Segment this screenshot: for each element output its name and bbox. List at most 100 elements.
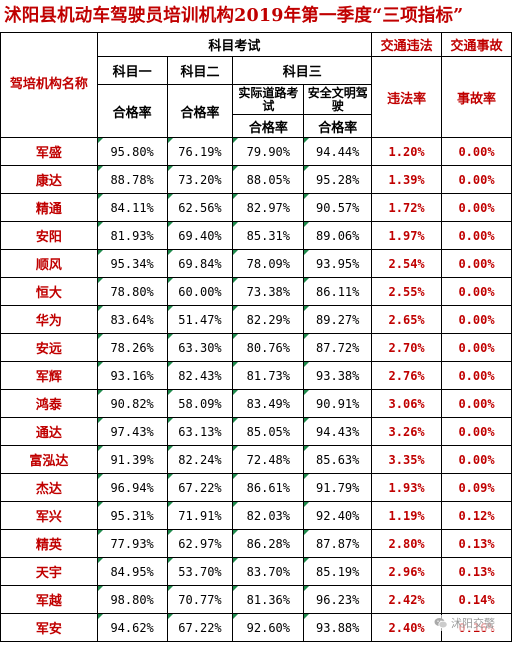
header-subject2: 科目二	[166, 56, 234, 85]
org-name-cell: 安远	[0, 333, 98, 362]
accident-rate-cell: 0.00%	[441, 137, 512, 166]
safe-driving-pass-rate-cell: 90.57%	[303, 193, 373, 222]
violation-rate-cell: 1.93%	[371, 473, 443, 502]
subject1-pass-rate-cell: 77.93%	[96, 529, 168, 558]
header-safe-driving: 安全文明驾驶	[303, 84, 373, 115]
subject1-pass-rate-cell: 78.26%	[96, 333, 168, 362]
subject2-pass-rate-cell: 51.47%	[166, 305, 234, 334]
subject2-pass-rate-cell: 58.09%	[166, 389, 234, 418]
org-name-cell: 杰达	[0, 473, 98, 502]
subject1-pass-rate-cell: 96.94%	[96, 473, 168, 502]
road-test-pass-rate-cell: 86.28%	[232, 529, 305, 558]
subject2-pass-rate-cell: 82.43%	[166, 361, 234, 390]
safe-driving-pass-rate-cell: 87.72%	[303, 333, 373, 362]
org-name-cell: 天宇	[0, 557, 98, 586]
subject1-pass-rate-cell: 97.43%	[96, 417, 168, 446]
road-test-pass-rate-cell: 80.76%	[232, 333, 305, 362]
table-row: 通达 97.43% 63.13% 85.05% 94.43% 3.26% 0.00%	[0, 417, 512, 446]
safe-driving-pass-rate-cell: 91.79%	[303, 473, 373, 502]
subject2-pass-rate-cell: 73.20%	[166, 165, 234, 194]
subject2-pass-rate-cell: 71.91%	[166, 501, 234, 530]
violation-rate-cell: 2.76%	[371, 361, 443, 390]
safe-driving-pass-rate-cell: 94.44%	[303, 137, 373, 166]
road-test-pass-rate-cell: 82.03%	[232, 501, 305, 530]
table-row: 鸿泰 90.82% 58.09% 83.49% 90.91% 3.06% 0.00%	[0, 389, 512, 418]
subject1-pass-rate-cell: 84.11%	[96, 193, 168, 222]
safe-driving-pass-rate-cell: 93.88%	[303, 613, 373, 642]
org-name-cell: 精英	[0, 529, 98, 558]
statistics-table: 驾培机构名称 科目考试 交通违法 交通事故 科目一 科目二 科目三 违法率 事故…	[0, 32, 512, 642]
subject1-pass-rate-cell: 95.34%	[96, 249, 168, 278]
subject1-pass-rate-cell: 98.80%	[96, 585, 168, 614]
table-row: 恒大 78.80% 60.00% 73.38% 86.11% 2.55% 0.00%	[0, 277, 512, 306]
road-test-pass-rate-cell: 79.90%	[232, 137, 305, 166]
safe-driving-pass-rate-cell: 93.95%	[303, 249, 373, 278]
subject2-pass-rate-cell: 53.70%	[166, 557, 234, 586]
header-pass-rate-s3a: 合格率	[232, 114, 305, 138]
safe-driving-pass-rate-cell: 87.87%	[303, 529, 373, 558]
subject1-pass-rate-cell: 83.64%	[96, 305, 168, 334]
violation-rate-cell: 1.97%	[371, 221, 443, 250]
accident-rate-cell: 0.00%	[441, 389, 512, 418]
table-row: 安远 78.26% 63.30% 80.76% 87.72% 2.70% 0.00%	[0, 333, 512, 362]
table-row: 杰达 96.94% 67.22% 86.61% 91.79% 1.93% 0.09%	[0, 473, 512, 502]
org-name-cell: 军越	[0, 585, 98, 614]
violation-rate-cell: 2.70%	[371, 333, 443, 362]
table-row: 华为 83.64% 51.47% 82.29% 89.27% 2.65% 0.00%	[0, 305, 512, 334]
road-test-pass-rate-cell: 81.36%	[232, 585, 305, 614]
accident-rate-cell: 0.12%	[441, 501, 512, 530]
safe-driving-pass-rate-cell: 89.27%	[303, 305, 373, 334]
subject1-pass-rate-cell: 95.31%	[96, 501, 168, 530]
header-org-name: 驾培机构名称	[0, 32, 98, 138]
org-name-cell: 军辉	[0, 361, 98, 390]
accident-rate-cell: 0.09%	[441, 473, 512, 502]
violation-rate-cell: 2.55%	[371, 277, 443, 306]
table-row: 军辉 93.16% 82.43% 81.73% 93.38% 2.76% 0.00%	[0, 361, 512, 390]
road-test-pass-rate-cell: 88.05%	[232, 165, 305, 194]
table-row: 顺风 95.34% 69.84% 78.09% 93.95% 2.54% 0.00%	[0, 249, 512, 278]
road-test-pass-rate-cell: 82.97%	[232, 193, 305, 222]
road-test-pass-rate-cell: 78.09%	[232, 249, 305, 278]
table-row: 天宇 84.95% 53.70% 83.70% 85.19% 2.96% 0.13%	[0, 557, 512, 586]
org-name-cell: 华为	[0, 305, 98, 334]
violation-rate-cell: 1.39%	[371, 165, 443, 194]
subject1-pass-rate-cell: 88.78%	[96, 165, 168, 194]
org-name-cell: 军安	[0, 613, 98, 642]
subject2-pass-rate-cell: 76.19%	[166, 137, 234, 166]
safe-driving-pass-rate-cell: 85.19%	[303, 557, 373, 586]
org-name-cell: 安阳	[0, 221, 98, 250]
violation-rate-cell: 3.06%	[371, 389, 443, 418]
wechat-icon	[434, 618, 448, 629]
road-test-pass-rate-cell: 92.60%	[232, 613, 305, 642]
violation-rate-cell: 2.42%	[371, 585, 443, 614]
subject1-pass-rate-cell: 84.95%	[96, 557, 168, 586]
subject1-pass-rate-cell: 94.62%	[96, 613, 168, 642]
accident-rate-cell: 0.00%	[441, 445, 512, 474]
safe-driving-pass-rate-cell: 96.23%	[303, 585, 373, 614]
safe-driving-pass-rate-cell: 93.38%	[303, 361, 373, 390]
org-name-cell: 军盛	[0, 137, 98, 166]
org-name-cell: 富泓达	[0, 445, 98, 474]
subject2-pass-rate-cell: 67.22%	[166, 473, 234, 502]
violation-rate-cell: 1.19%	[371, 501, 443, 530]
org-name-cell: 恒大	[0, 277, 98, 306]
road-test-pass-rate-cell: 83.49%	[232, 389, 305, 418]
road-test-pass-rate-cell: 81.73%	[232, 361, 305, 390]
subject2-pass-rate-cell: 63.13%	[166, 417, 234, 446]
org-name-cell: 军兴	[0, 501, 98, 530]
header-subject3: 科目三	[232, 56, 373, 85]
safe-driving-pass-rate-cell: 89.06%	[303, 221, 373, 250]
road-test-pass-rate-cell: 85.31%	[232, 221, 305, 250]
header-pass-rate-s2: 合格率	[166, 84, 234, 138]
accident-rate-cell: 0.00%	[441, 305, 512, 334]
subject1-pass-rate-cell: 90.82%	[96, 389, 168, 418]
accident-rate-cell: 0.00%	[441, 193, 512, 222]
table-row: 康达 88.78% 73.20% 88.05% 95.28% 1.39% 0.00%	[0, 165, 512, 194]
violation-rate-cell: 2.65%	[371, 305, 443, 334]
safe-driving-pass-rate-cell: 94.43%	[303, 417, 373, 446]
subject2-pass-rate-cell: 69.84%	[166, 249, 234, 278]
subject1-pass-rate-cell: 91.39%	[96, 445, 168, 474]
table-row: 军兴 95.31% 71.91% 82.03% 92.40% 1.19% 0.12%	[0, 501, 512, 530]
header-accident-rate: 事故率	[441, 56, 512, 138]
violation-rate-cell: 1.20%	[371, 137, 443, 166]
